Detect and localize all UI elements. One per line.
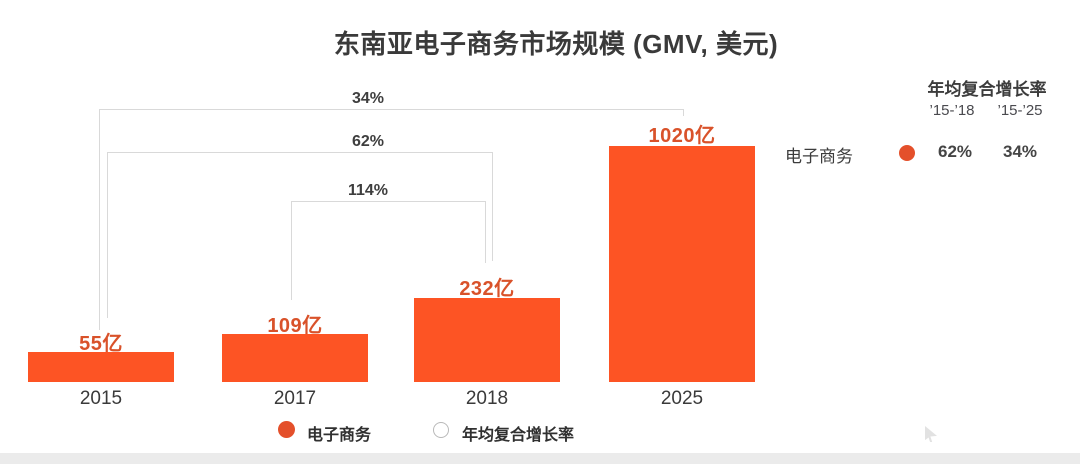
cagr-column-15-25: ’15-’25 (997, 102, 1043, 119)
year-label-2017: 2017 (273, 388, 317, 409)
growth-label-34pct: 34% (328, 90, 408, 108)
value-label-2018: 232亿 (459, 278, 515, 300)
chart-title: 东南亚电子商务市场规模 (GMV, 美元) (333, 29, 779, 59)
bar-2018 (414, 298, 560, 382)
bracket-62pct-right-leg (492, 152, 493, 261)
bar-2017 (222, 334, 368, 382)
legend-filled-dot-icon (278, 421, 295, 438)
bracket-114pct-right-leg (485, 201, 486, 263)
value-label-2017: 109亿 (267, 315, 323, 337)
year-label-2025: 2025 (660, 388, 704, 409)
value-label-2025: 1020亿 (648, 125, 716, 147)
legend-item-ecommerce: 电子商务 (307, 427, 372, 444)
cagr-row-label: 电子商务 (785, 147, 853, 166)
cagr-panel-header: 年均复合增长率 (927, 80, 1047, 99)
growth-label-62pct: 62% (328, 133, 408, 151)
cagr-column-15-18: ’15-’18 (929, 102, 975, 119)
bracket-34pct-top-line (99, 109, 684, 110)
year-label-2018: 2018 (465, 388, 509, 409)
legend-item-cagr: 年均复合增长率 (462, 427, 575, 444)
cagr-series-dot-icon (899, 145, 915, 161)
bar-2025 (609, 146, 755, 382)
year-label-2015: 2015 (79, 388, 123, 409)
bracket-114pct-top-line (291, 201, 486, 202)
bracket-62pct-left-leg (107, 152, 108, 318)
bracket-34pct-left-leg (99, 109, 100, 330)
bracket-62pct-top-line (107, 152, 493, 153)
bracket-34pct-right-leg (683, 109, 684, 116)
bar-2015 (28, 352, 174, 382)
mouse-cursor-icon (925, 426, 937, 442)
bottom-strip (0, 453, 1080, 464)
cagr-value-15-18: 62% (937, 142, 973, 161)
legend-outline-circle-icon (433, 422, 449, 438)
bracket-114pct-left-leg (291, 201, 292, 300)
value-label-2015: 55亿 (79, 333, 123, 355)
cagr-value-15-25: 34% (1002, 142, 1038, 161)
growth-label-114pct: 114% (328, 182, 408, 200)
